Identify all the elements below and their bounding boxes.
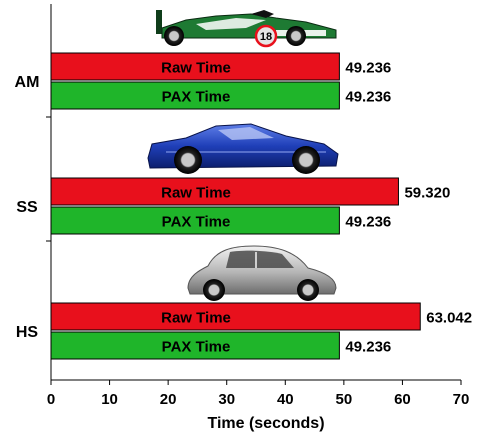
bar-series-label: Raw Time <box>161 60 231 77</box>
bar-value-label: 63.042 <box>426 310 472 327</box>
x-tick-label: 40 <box>277 391 294 408</box>
bar-series-label: PAX Time <box>162 214 231 231</box>
bar-raw-time <box>50 52 340 81</box>
bar-pax-time <box>50 206 340 235</box>
x-tick-label: 10 <box>101 391 118 408</box>
x-tick-label: 50 <box>336 391 353 408</box>
category-label: HS <box>16 324 39 341</box>
compact-car-icon <box>187 245 337 301</box>
sports-car-icon <box>147 123 339 174</box>
x-tick-label: 60 <box>394 391 411 408</box>
bar-series-label: Raw Time <box>161 310 231 327</box>
bar-value-label: 49.236 <box>345 214 391 231</box>
x-tick-label: 30 <box>218 391 235 408</box>
x-tick-label: 0 <box>47 391 55 408</box>
bar-series-label: PAX Time <box>162 339 231 356</box>
category-label: SS <box>16 199 38 216</box>
bar-value-label: 59.320 <box>404 185 450 202</box>
labels-layer: AM Raw Time 49.236 PAX Time 49.236 SS Raw Time… <box>15 60 473 356</box>
bar-series-label: PAX Time <box>162 89 231 106</box>
x-axis-title: Time (seconds) <box>207 415 324 432</box>
bars-layer <box>50 52 421 360</box>
bar-pax-time <box>50 81 340 110</box>
bar-value-label: 49.236 <box>345 89 391 106</box>
formula-car-icon: 18 <box>156 10 337 48</box>
bar-raw-time <box>50 302 421 331</box>
bar-series-label: Raw Time <box>161 185 231 202</box>
x-axis: 0 10 20 30 40 50 60 70 Time (seconds) <box>46 4 469 432</box>
car-number: 18 <box>260 31 272 43</box>
bar-pax-time <box>50 331 340 360</box>
x-tick-label: 20 <box>160 391 177 408</box>
x-tick-label: 70 <box>453 391 470 408</box>
bar-raw-time <box>50 177 399 206</box>
category-label: AM <box>15 74 40 91</box>
bar-value-label: 49.236 <box>345 60 391 77</box>
bar-value-label: 49.236 <box>345 339 391 356</box>
